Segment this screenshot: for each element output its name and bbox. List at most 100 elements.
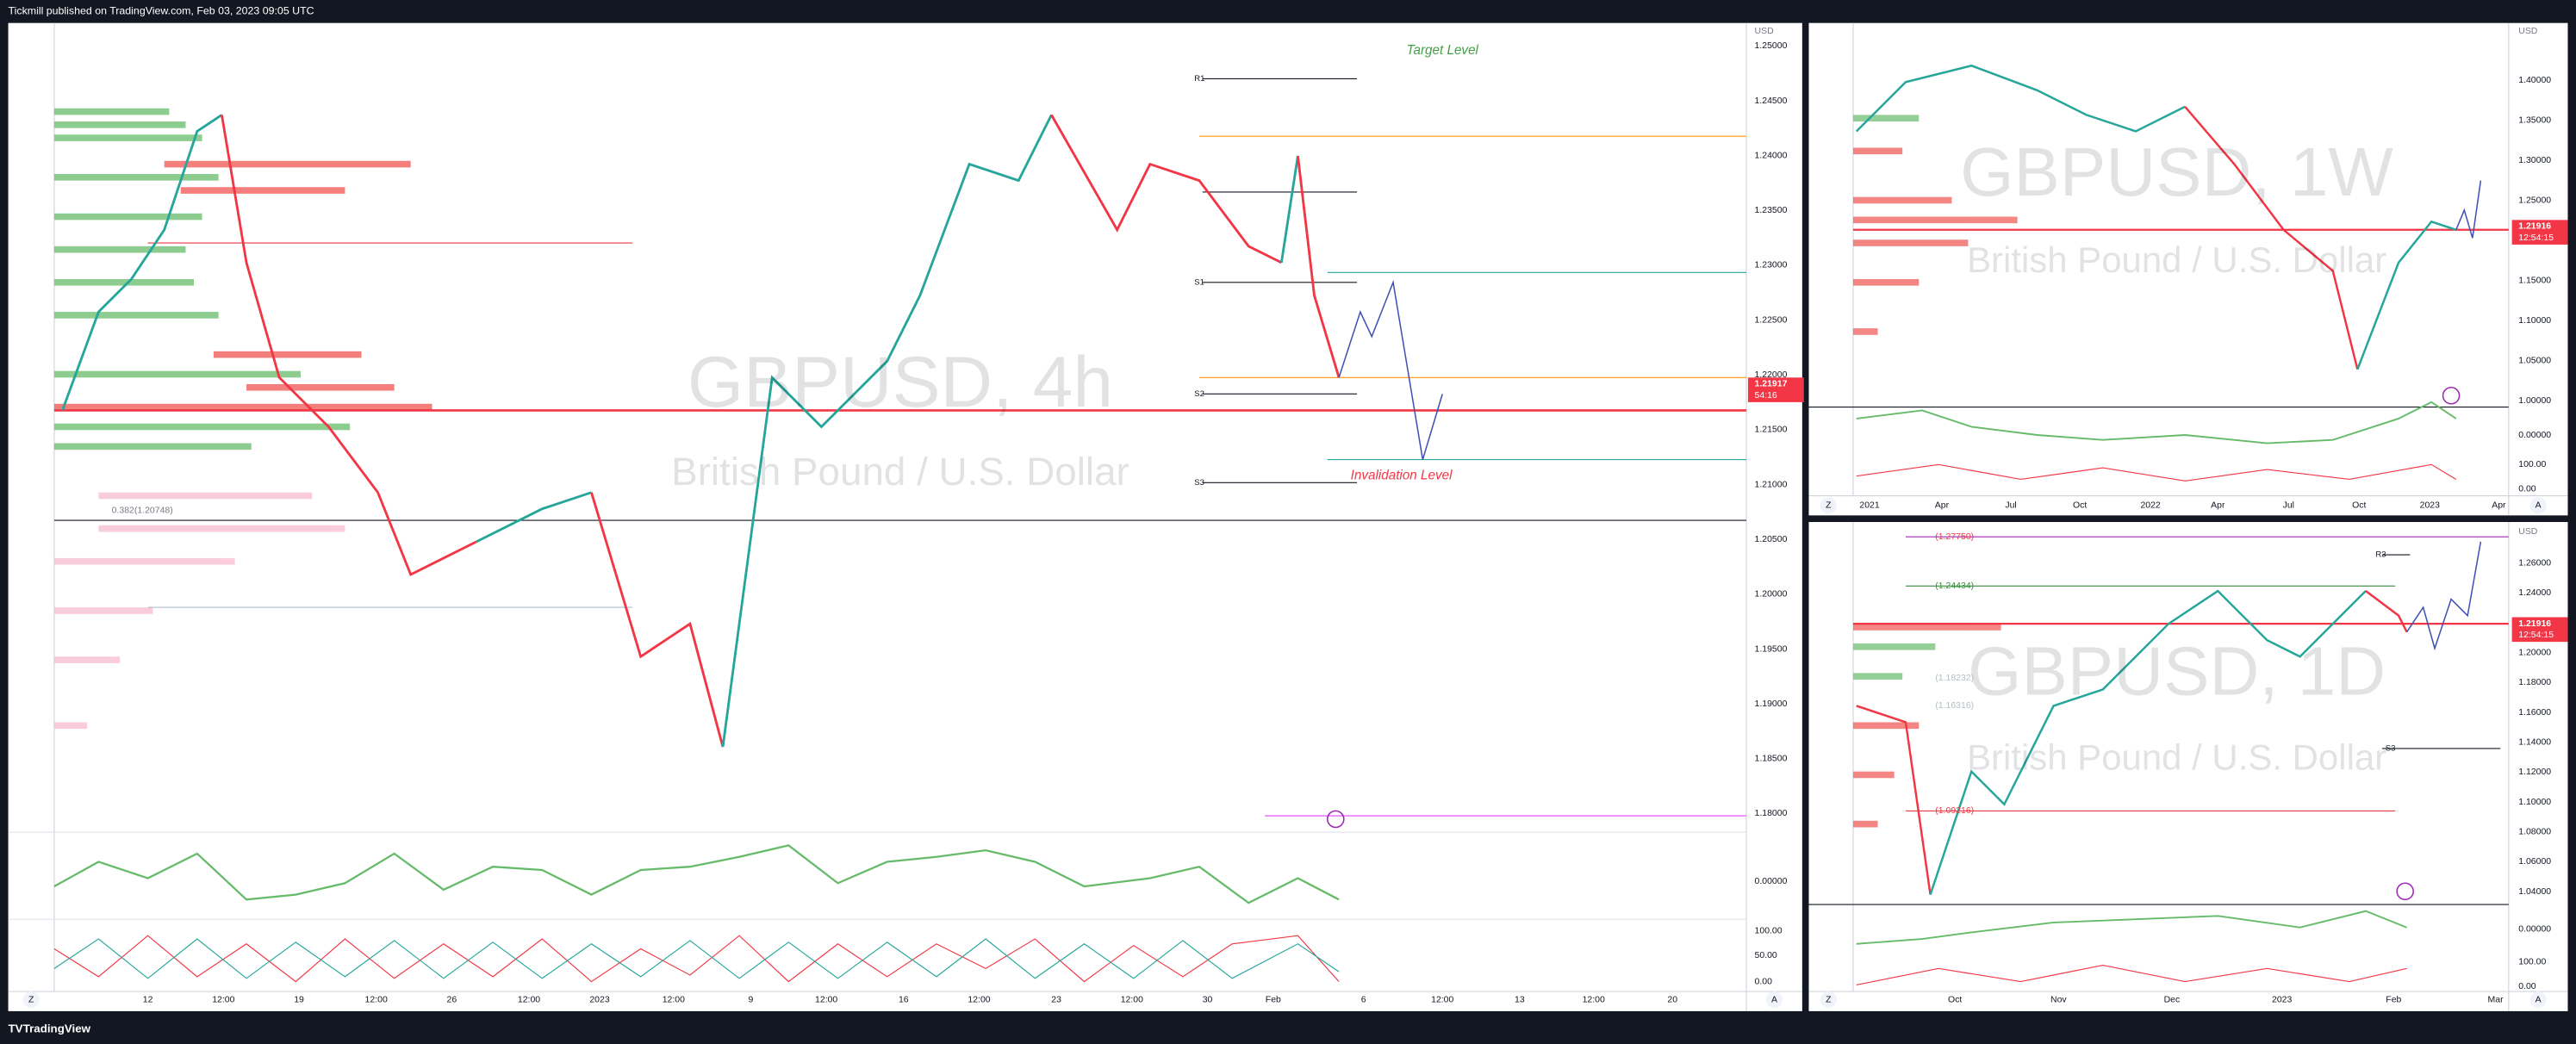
annotation: (1.27750) — [1935, 532, 1974, 542]
main-decoration — [8, 22, 1802, 1011]
annotation: R1 — [1194, 74, 1204, 84]
time-label: 23 — [1051, 995, 1061, 1004]
scale-button[interactable]: A — [2536, 995, 2542, 1004]
oscillator-tick-label: 0.00000 — [1755, 877, 1788, 886]
price-tick-label: 1.23000 — [1755, 261, 1788, 270]
time-label: 12:00 — [212, 995, 234, 1004]
time-label: 13 — [1515, 995, 1525, 1004]
time-label: 20 — [1667, 995, 1677, 1004]
time-label: Apr — [2492, 501, 2506, 511]
time-label: Mar — [2488, 995, 2504, 1004]
header-text: Tickmill published on TradingView.com, F… — [9, 5, 314, 17]
annotation: 0.382(1.20748) — [112, 506, 173, 515]
time-label: Oct — [2073, 501, 2087, 511]
footer-brand: TradingView — [23, 1022, 91, 1035]
price-tick-label: 1.30000 — [2518, 156, 2551, 165]
daily-decoration — [1808, 522, 2568, 1011]
price-tick-label: 1.23500 — [1755, 206, 1788, 215]
time-label: 2023 — [2420, 501, 2440, 511]
scale-button[interactable]: A — [2536, 501, 2542, 511]
price-tick-label: 1.15000 — [2518, 277, 2551, 286]
annotation: S1 — [1194, 277, 1204, 287]
panel-4h — [8, 22, 1802, 1011]
time-label: Oct — [2352, 501, 2366, 511]
time-label: 12:00 — [663, 995, 685, 1004]
watermark-symbol: GBPUSD, 4h — [688, 341, 1113, 422]
price-tick-label: 1.14000 — [2518, 738, 2551, 748]
time-label: 12:00 — [1121, 995, 1143, 1004]
time-label: Dec — [2164, 995, 2181, 1004]
currency-label: USD — [1755, 27, 1775, 36]
oscillator-tick-label: 100.00 — [2518, 460, 2546, 469]
oscillator-tick-label: 50.00 — [1755, 951, 1777, 960]
watermark-description: British Pound / U.S. Dollar — [671, 450, 1129, 494]
countdown: 12:54:15 — [2518, 631, 2554, 640]
time-label: 2022 — [2140, 501, 2160, 511]
currency-label: USD — [2518, 527, 2538, 537]
scale-button-bg[interactable] — [2529, 497, 2547, 514]
scale-button-bg[interactable] — [22, 991, 40, 1009]
panel-1w — [1808, 22, 2568, 516]
price-tick-label: 1.21000 — [1755, 480, 1788, 489]
footer-logo: TV — [9, 1022, 23, 1035]
scale-button[interactable]: Z — [28, 995, 34, 1004]
price-badge-bg — [2511, 617, 2568, 643]
annotation: S3 — [2386, 743, 2396, 753]
price-tick-label: 1.24500 — [1755, 96, 1788, 106]
time-label: 12:00 — [365, 995, 388, 1004]
time-label: 12:00 — [1431, 995, 1453, 1004]
oscillator-tick-label: 0.00000 — [2518, 431, 2551, 440]
price-tick-label: 1.19000 — [1755, 699, 1788, 709]
price-tick-label: 1.20000 — [2518, 648, 2551, 657]
time-label: 12:00 — [518, 995, 540, 1004]
panel-1d — [1808, 522, 2568, 1011]
scale-button[interactable]: Z — [1826, 995, 1832, 1004]
price-tick-label: 1.18500 — [1755, 755, 1788, 764]
annotation: R3 — [2375, 550, 2386, 560]
scale-button[interactable]: A — [1771, 995, 1777, 1004]
price-tick-label: 1.06000 — [2518, 857, 2551, 867]
weekly-decoration — [1808, 22, 2568, 516]
time-label: Oct — [1948, 995, 1962, 1004]
time-label: 16 — [899, 995, 909, 1004]
price-tick-label: 1.12000 — [2518, 767, 2551, 777]
scale-button-bg[interactable] — [1820, 991, 1837, 1009]
time-label: 30 — [1203, 995, 1213, 1004]
annotation: (1.24434) — [1935, 581, 1974, 591]
price-tick-label: 1.20500 — [1755, 535, 1788, 544]
time-label: 2023 — [2272, 995, 2292, 1004]
price-tick-label: 1.19500 — [1755, 644, 1788, 654]
oscillator-tick-label: 100.00 — [2518, 957, 2546, 966]
time-label: Jul — [2005, 501, 2016, 511]
labels: GBPUSD, 4h British Pound / U.S. Dollar USD… — [22, 27, 2568, 1009]
time-label: 6 — [1361, 995, 1366, 1004]
price-tick-label: 1.26000 — [2518, 558, 2551, 568]
scale-button-bg[interactable] — [1820, 497, 1837, 514]
time-label: 12 — [143, 995, 153, 1004]
price-tick-label: 1.10000 — [2518, 316, 2551, 326]
annotation: (1.09216) — [1935, 806, 1974, 816]
scale-button[interactable]: Z — [1826, 501, 1832, 511]
watermark-description: British Pound / U.S. Dollar — [1967, 736, 2386, 777]
annotation: (1.16316) — [1935, 701, 1974, 711]
time-label: 12:00 — [815, 995, 837, 1004]
time-label: 9 — [749, 995, 754, 1004]
price-tick-label: 1.21500 — [1755, 426, 1788, 435]
price-tick-label: 1.24000 — [1755, 151, 1788, 160]
scale-button-bg[interactable] — [1765, 991, 1783, 1009]
price-badge-bg — [2511, 220, 2568, 245]
price-tick-label: 1.24000 — [2518, 588, 2551, 598]
price-tick-label: 1.18000 — [1755, 809, 1788, 818]
scale-button-bg[interactable] — [2529, 991, 2547, 1009]
price-badge-bg — [1747, 377, 1804, 402]
price-tick-label: 1.25000 — [1755, 41, 1788, 51]
annotation: Invalidation Level — [1351, 469, 1453, 483]
time-label: 19 — [294, 995, 304, 1004]
watermark-description: British Pound / U.S. Dollar — [1967, 239, 2386, 280]
time-label: Apr — [2211, 501, 2225, 511]
time-label: Feb — [2386, 995, 2401, 1004]
oscillator-tick-label: 0.00 — [2518, 982, 2536, 991]
time-label: 12:00 — [968, 995, 990, 1004]
